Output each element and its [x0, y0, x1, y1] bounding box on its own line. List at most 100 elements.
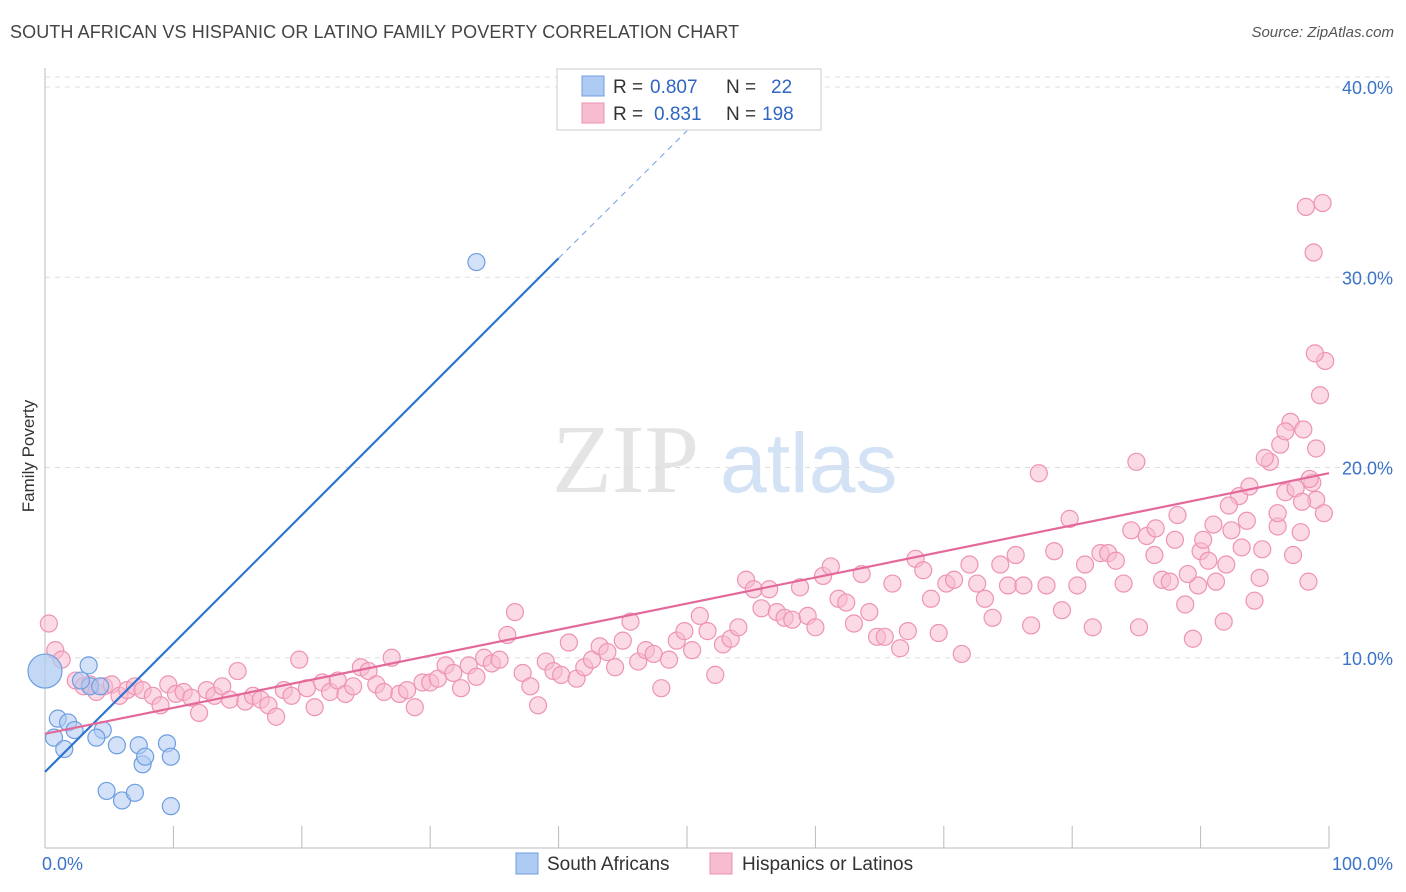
hispanic-point-74: [613, 631, 632, 650]
hispanic-point-145: [1160, 572, 1179, 591]
hispanic-point-55: [467, 667, 486, 686]
y-tick-label-3: 40.0%: [1342, 78, 1393, 98]
legend-swatch-blue: [581, 75, 605, 97]
hispanic-point-97: [790, 578, 810, 597]
hispanic-point-163: [1299, 572, 1318, 591]
hispanic-point-115: [929, 623, 948, 643]
hispanic-point-180: [1305, 344, 1324, 363]
south-african-trend-extension: [558, 130, 688, 259]
hispanic-point-187: [1296, 197, 1315, 216]
hispanic-point-104: [844, 614, 864, 633]
bottom-legend-swatch-pink: [709, 852, 733, 875]
bottom-legend-label-south-africans: South Africans: [547, 854, 670, 875]
hispanic-point-171: [1219, 496, 1238, 515]
south-african-points: [27, 252, 486, 816]
south-african-point-10: [79, 656, 98, 675]
hispanic-point-186: [1313, 193, 1332, 213]
hispanic-point-89: [729, 618, 748, 637]
hispanic-point-188: [1304, 243, 1323, 262]
hispanic-point-62: [521, 677, 540, 696]
x-tick-labels: 0.0% 100.0%: [42, 854, 1393, 874]
hispanic-point-147: [1176, 595, 1195, 614]
hispanic-point-18: [182, 688, 201, 707]
hispanic-point-121: [975, 589, 994, 608]
x-tick-label-0: 0.0%: [42, 854, 83, 874]
south-african-point-22: [467, 252, 486, 272]
hispanic-point-60: [505, 602, 525, 622]
south-african-trend-line: [44, 257, 560, 773]
hispanic-point-192: [1217, 555, 1236, 574]
south-african-point-18: [97, 781, 116, 801]
hispanic-point-114: [921, 589, 941, 608]
hispanic-point-139: [1114, 574, 1133, 593]
hispanic-point-19: [189, 703, 209, 723]
hispanic-point-52: [444, 663, 463, 683]
south-african-point-5: [55, 739, 74, 759]
hispanic-point-111: [898, 622, 917, 641]
hispanic-point-127: [1022, 616, 1041, 635]
hispanic-point-120: [968, 574, 987, 593]
y-tick-labels: 10.0% 20.0% 30.0% 40.0%: [1342, 78, 1393, 669]
y-tick-label-2: 30.0%: [1342, 268, 1393, 288]
hispanic-point-134: [1075, 555, 1095, 574]
legend-r-label-1: R =: [613, 77, 643, 98]
south-african-point-20: [125, 783, 144, 802]
hispanic-point-99: [806, 618, 825, 637]
y-axis-label: Family Poverty: [19, 399, 38, 512]
hispanic-point-162: [1291, 523, 1310, 542]
x-ticks: [44, 826, 1330, 848]
hispanic-point-152: [1214, 612, 1233, 631]
hispanic-point-109: [883, 574, 902, 593]
south-african-point-0: [27, 653, 63, 689]
hispanic-point-85: [698, 622, 717, 641]
hispanic-point-53: [451, 679, 471, 698]
legend-swatch-pink: [581, 102, 605, 124]
legend-n-label-2: N =: [726, 104, 756, 125]
hispanic-point-31: [282, 686, 301, 705]
hispanic-point-106: [860, 602, 879, 622]
hispanic-point-58: [490, 650, 509, 669]
hispanic-point-181: [1276, 422, 1295, 441]
chart-title: SOUTH AFRICAN VS HISPANIC OR LATINO FAMI…: [10, 22, 740, 42]
hispanic-point-168: [1165, 530, 1185, 549]
hispanic-point-113: [914, 561, 933, 580]
hispanic-point-190: [1250, 568, 1269, 587]
hispanic-point-78: [644, 644, 663, 664]
hispanic-point-73: [605, 658, 625, 677]
hispanic-point-108: [875, 627, 894, 646]
south-african-point-16: [136, 747, 155, 766]
hispanic-point-110: [891, 639, 910, 658]
hispanic-point-138: [1106, 551, 1125, 570]
legend-r-value-1: 0.807: [650, 77, 698, 98]
hispanic-point-151: [1206, 572, 1226, 591]
hispanic-point-80: [659, 650, 679, 669]
hispanic-point-130: [1045, 542, 1064, 561]
hispanic-point-43: [374, 682, 394, 702]
hispanic-point-172: [1240, 477, 1259, 496]
hispanic-point-157: [1253, 540, 1272, 559]
hispanic-point-169: [1188, 576, 1208, 595]
south-african-point-21: [161, 797, 180, 816]
hispanic-point-189: [1268, 504, 1287, 523]
hispanic-point-146: [1168, 505, 1187, 525]
trend-lines: [44, 130, 1330, 773]
hispanic-point-191: [1232, 538, 1251, 557]
hispanic-point-141: [1129, 618, 1149, 637]
south-african-point-7: [87, 728, 106, 747]
hispanic-point-156: [1245, 591, 1264, 610]
hispanic-trend-line: [44, 472, 1330, 735]
hispanic-point-103: [837, 593, 856, 612]
hispanic-point-178: [1310, 386, 1330, 405]
hispanic-point-176: [1294, 420, 1313, 439]
hispanic-point-67: [559, 633, 578, 652]
hispanic-point-183: [1307, 439, 1326, 458]
hispanic-point-126: [1014, 576, 1033, 595]
hispanic-points: [39, 193, 1335, 726]
hispanic-point-166: [1127, 452, 1146, 471]
legend-r-value-2: 0.831: [654, 104, 702, 125]
hispanic-point-161: [1283, 545, 1303, 565]
hispanic-point-0: [39, 614, 58, 633]
hispanic-point-72: [598, 642, 617, 662]
bottom-legend-swatch-blue: [515, 852, 539, 875]
hispanic-point-47: [405, 698, 424, 717]
